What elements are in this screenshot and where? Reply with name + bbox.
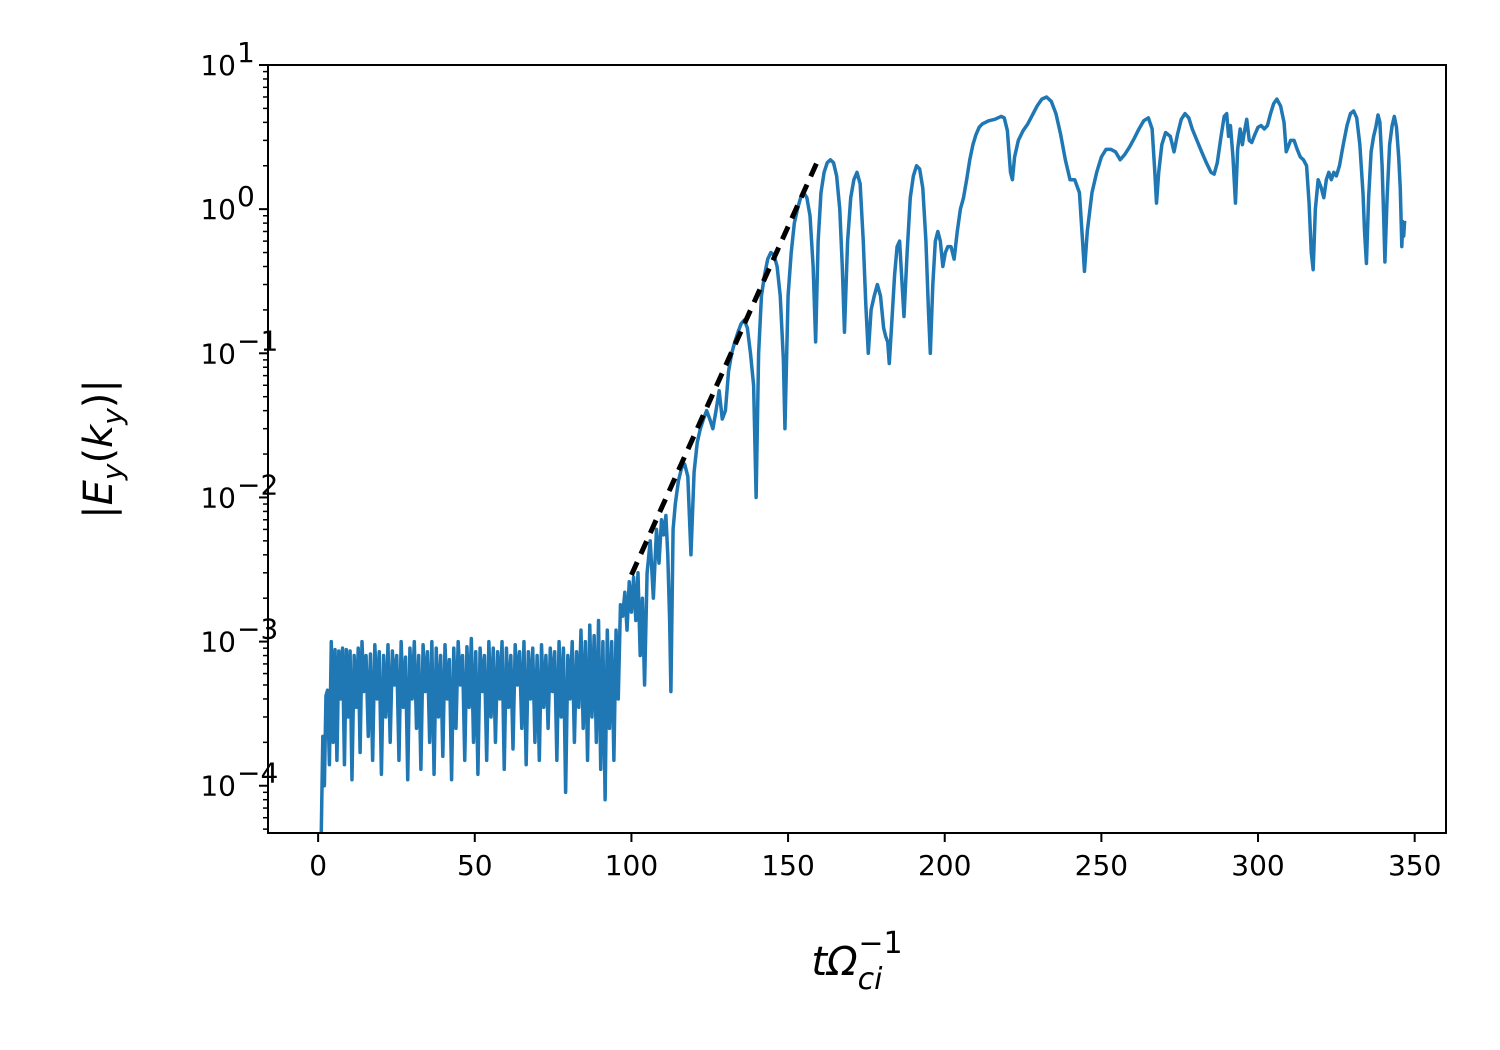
- y-tick-label: 10: [200, 49, 236, 82]
- ey-ky-series-line: [319, 95, 1407, 833]
- y-axis-label-bar-right: |: [76, 379, 122, 392]
- x-tick-label: 200: [918, 849, 971, 882]
- y-tick-label: 10: [200, 193, 236, 226]
- y-axis-label-k: k: [76, 423, 122, 448]
- y-tick-label-exponent: −2: [237, 468, 278, 501]
- plot-area: [267, 64, 1447, 834]
- y-axis-label-e-sub: y: [96, 463, 129, 481]
- y-axis-label-bar-left: |: [76, 505, 122, 518]
- plot-frame: [267, 64, 1447, 834]
- y-axis-label: |Ey(ky)|: [76, 379, 129, 519]
- y-axis-label-open: (: [76, 448, 122, 464]
- x-axis-label: tΩci−1: [811, 926, 902, 997]
- x-axis-label-sup: −1: [858, 926, 902, 961]
- x-tick-label: 350: [1388, 849, 1441, 882]
- x-axis: 0 50 100 150 200 250 300 350: [309, 833, 1441, 882]
- series-layer: [319, 95, 1407, 833]
- y-tick-label: 10: [200, 626, 236, 659]
- growth-fit-dashed-line: [629, 155, 822, 576]
- y-axis-label-close: ): [76, 393, 122, 409]
- y-tick-label-exponent: 1: [237, 36, 255, 69]
- y-axis-label-k-sub: y: [96, 408, 129, 426]
- y-axis-label-e: E: [76, 479, 122, 505]
- x-axis-label-sub: ci: [858, 962, 883, 997]
- x-tick-label: 150: [761, 849, 814, 882]
- y-tick-label-exponent: −1: [237, 324, 278, 357]
- y-tick-label-exponent: −3: [237, 613, 278, 646]
- x-tick-label: 250: [1075, 849, 1128, 882]
- y-tick-label-exponent: 0: [237, 180, 255, 213]
- x-tick-label: 50: [457, 849, 493, 882]
- x-tick-label: 100: [605, 849, 658, 882]
- x-axis-label-base: tΩ: [811, 939, 858, 985]
- y-tick-label: 10: [200, 770, 236, 803]
- x-tick-label: 300: [1231, 849, 1284, 882]
- y-tick-label-exponent: −4: [237, 757, 278, 790]
- x-tick-label: 0: [309, 849, 327, 882]
- y-tick-label: 10: [200, 481, 236, 514]
- y-tick-label: 10: [200, 337, 236, 370]
